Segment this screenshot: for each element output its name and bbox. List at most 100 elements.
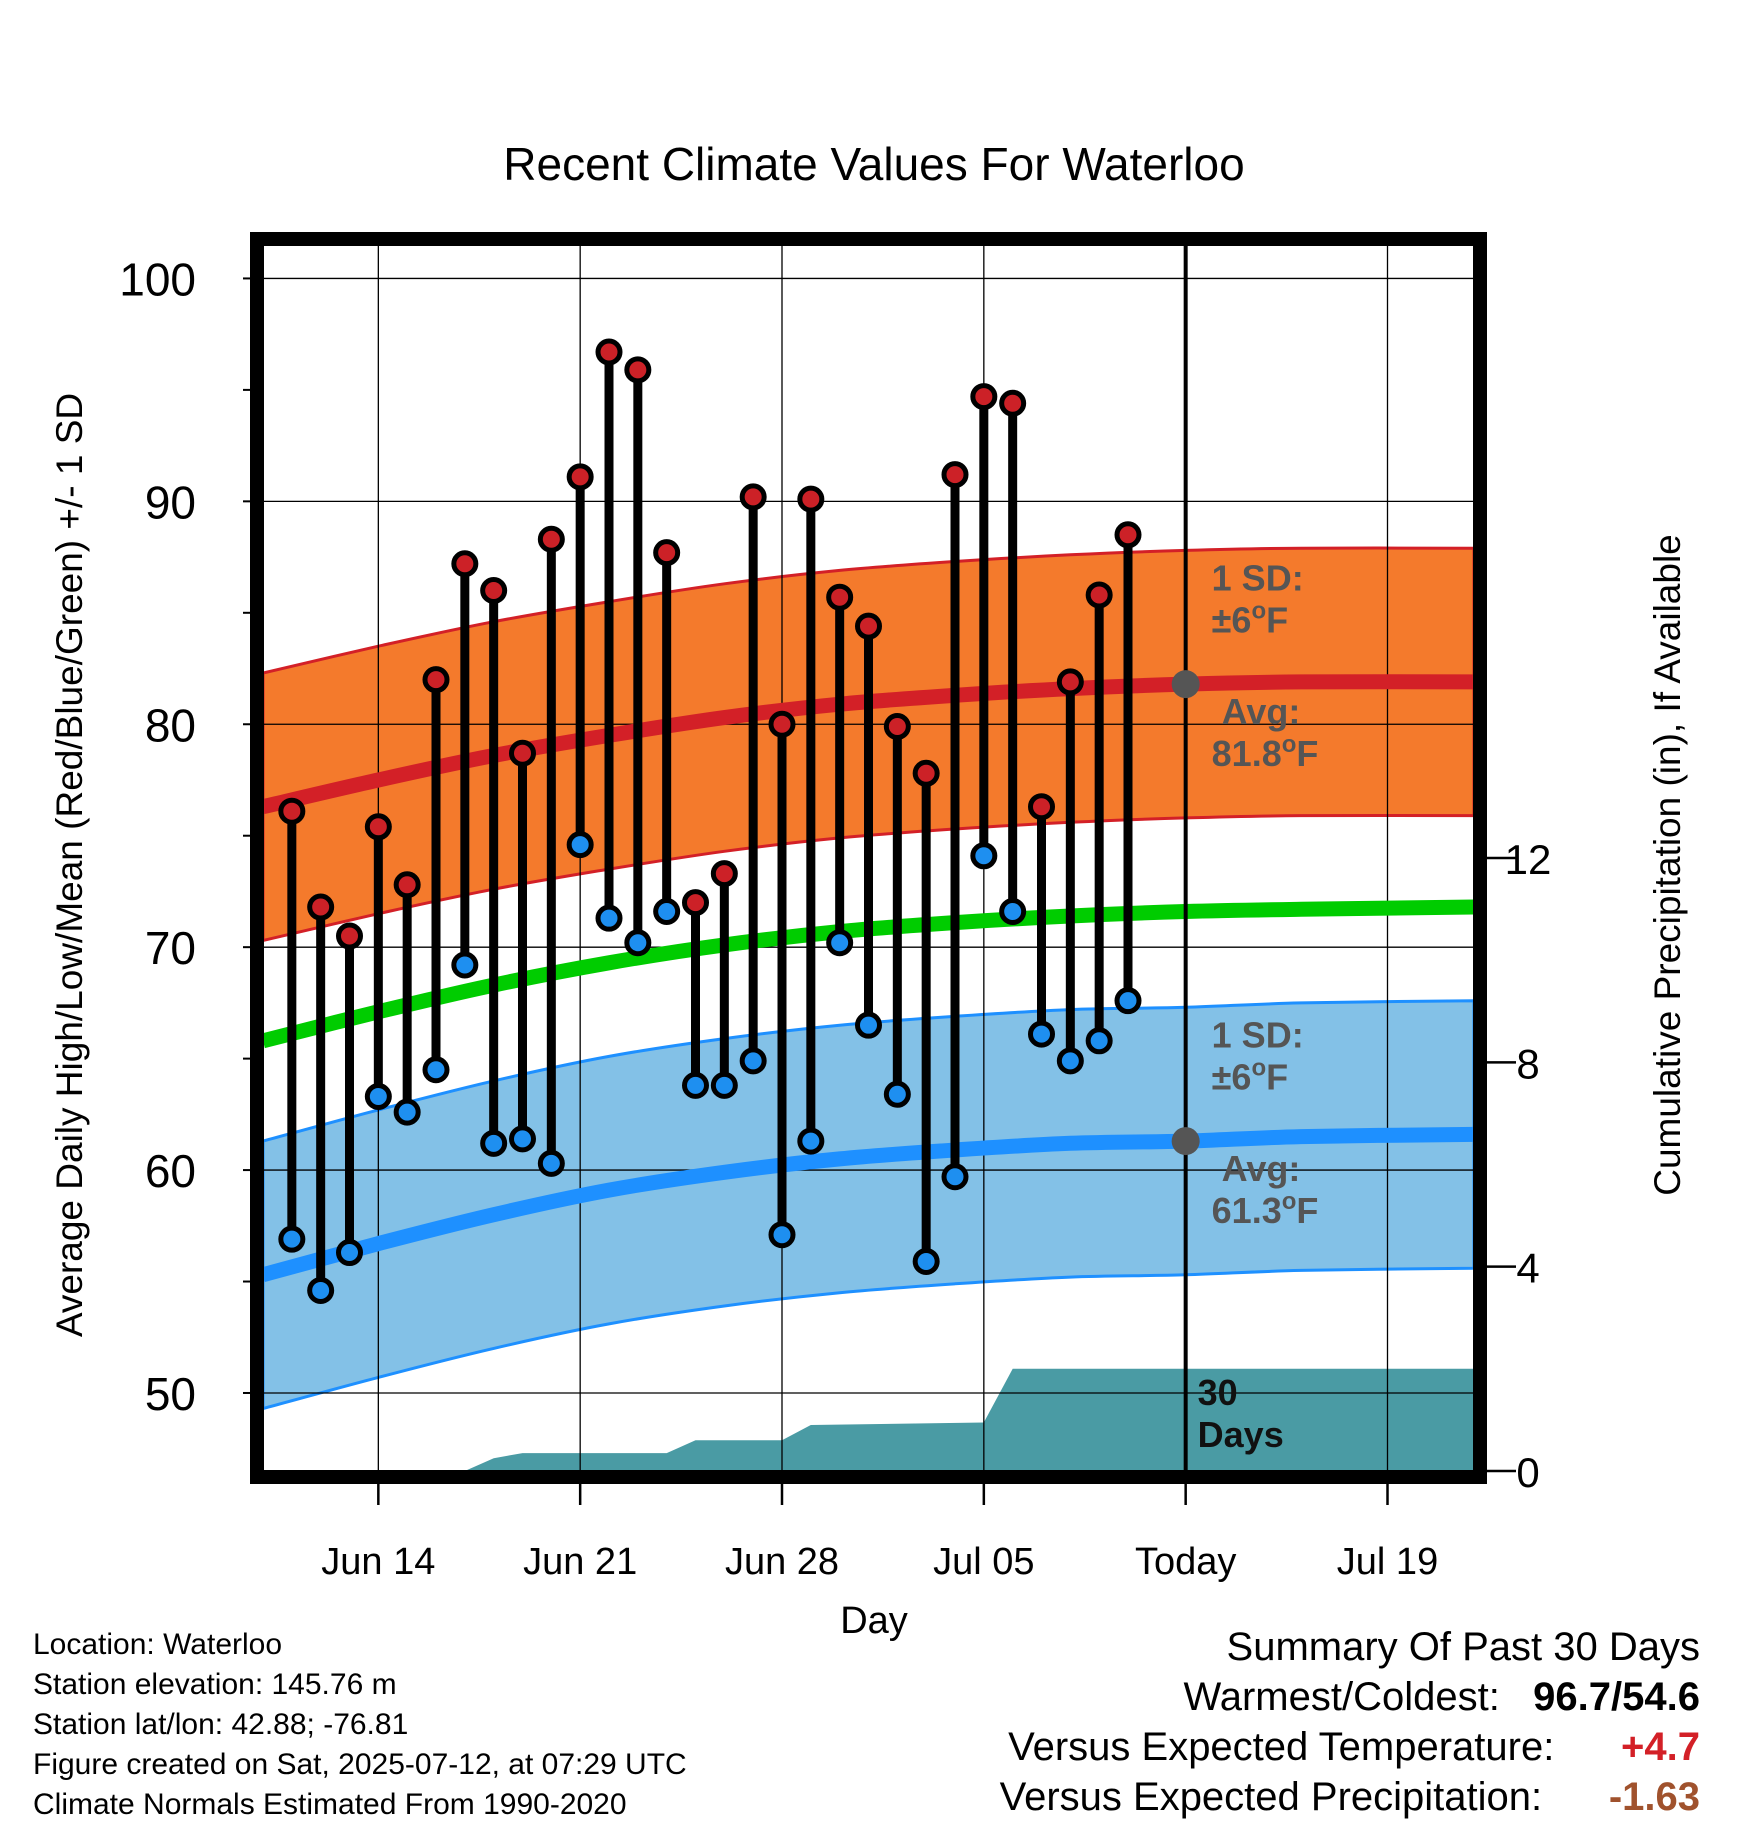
summary-warm-cold-row: Warmest/Coldest: 96.7/54.6: [1000, 1672, 1700, 1722]
daily-high-point: [826, 583, 854, 611]
daily-high-point: [1028, 793, 1055, 821]
daily-low-point: [1114, 987, 1142, 1015]
daily-low-point: [480, 1129, 508, 1157]
daily-low-point: [451, 951, 479, 979]
daily-low-point: [739, 1047, 767, 1075]
daily-high-point: [278, 797, 306, 825]
y-tick-label: 60: [145, 1145, 196, 1197]
daily-high-point: [307, 893, 335, 921]
low-sd-value: ±6oF: [1212, 1054, 1288, 1097]
y-axis-left: 50 60 70 80 90 100: [119, 253, 257, 1420]
daily-high-point: [855, 612, 882, 640]
temp-label: Versus Expected Temperature:: [1008, 1725, 1555, 1769]
daily-high-point: [941, 461, 969, 489]
daily-high-point: [480, 577, 508, 605]
daily-low-point: [855, 1011, 882, 1039]
daily-high-point: [566, 463, 594, 491]
daily-high-point: [797, 485, 825, 513]
daily-high-point: [970, 383, 998, 411]
daily-low-point: [797, 1127, 825, 1155]
x-tick-label: Jun 21: [523, 1541, 637, 1583]
y-tick-label: 70: [145, 922, 196, 974]
daily-high-point: [682, 889, 709, 917]
high-avg-value: 81.8oF: [1212, 731, 1319, 774]
low-avg-value: 61.3oF: [1212, 1188, 1319, 1231]
daily-low-point: [537, 1149, 565, 1177]
x-axis-label: Day: [840, 1600, 908, 1642]
daily-high-point: [768, 710, 796, 738]
x-tick-label: Jun 28: [725, 1541, 839, 1583]
y2-tick-label: 12: [1505, 836, 1552, 883]
temp-value: +4.7: [1621, 1725, 1700, 1769]
y-tick-label: 90: [145, 476, 196, 528]
daily-high-point: [1085, 581, 1113, 609]
station-info: Location: Waterloo Station elevation: 14…: [33, 1625, 687, 1825]
daily-low-point: [883, 1080, 911, 1108]
x-tick-label: Jul 19: [1337, 1541, 1438, 1583]
daily-high-point: [364, 813, 392, 841]
today-high-avg-marker: [1171, 670, 1200, 699]
y-axis-label-right: Cumulative Precipitation (in), If Availa…: [1647, 534, 1688, 1196]
today-low-avg-marker: [1171, 1127, 1200, 1156]
daily-low-point: [278, 1225, 306, 1253]
daily-high-point: [336, 922, 363, 950]
daily-low-point: [653, 897, 681, 925]
precip-label: Versus Expected Precipitation:: [999, 1775, 1543, 1819]
low-temp-sd-band: [263, 999, 1474, 1411]
daily-high-point: [422, 666, 450, 694]
y-axis-label-left: Average Daily High/Low/Mean (Red/Blue/Gr…: [49, 393, 90, 1337]
daily-low-point: [624, 929, 652, 957]
daily-low-point: [826, 929, 854, 957]
chart-title: Recent Climate Values For Waterloo: [503, 138, 1244, 190]
daily-observations: [278, 338, 1142, 1304]
y2-tick-label: 0: [1516, 1449, 1539, 1496]
daily-high-point: [883, 712, 911, 740]
daily-low-point: [422, 1056, 450, 1084]
daily-low-point: [509, 1125, 536, 1153]
daily-high-point: [653, 539, 681, 567]
daily-low-point: [682, 1071, 709, 1099]
x-tick-label: Jun 14: [321, 1541, 435, 1583]
high-avg-label: Avg:: [1222, 691, 1301, 732]
warm-cold-value: 96.7/54.6: [1533, 1675, 1700, 1719]
precip-value: -1.63: [1608, 1775, 1700, 1819]
precip-window-label-1: 30: [1198, 1372, 1238, 1413]
low-avg-line: [263, 1126, 1474, 1283]
daily-high-point: [537, 525, 565, 553]
y2-tick-label: 8: [1516, 1040, 1539, 1087]
daily-high-point: [509, 739, 536, 767]
daily-low-point: [307, 1276, 335, 1304]
daily-low-point: [336, 1239, 363, 1267]
daily-high-point: [710, 860, 738, 888]
precip-window-label-2: Days: [1198, 1414, 1284, 1455]
daily-high-point: [1114, 521, 1142, 549]
x-tick-label: Today: [1135, 1541, 1236, 1583]
daily-low-point: [364, 1083, 392, 1111]
daily-low-point: [1028, 1020, 1055, 1048]
high-sd-value: ±6oF: [1212, 597, 1288, 640]
low-avg-label: Avg:: [1222, 1148, 1301, 1189]
summary-temp-row: Versus Expected Temperature: +4.7: [1000, 1722, 1700, 1772]
created-text: Figure created on Sat, 2025-07-12, at 07…: [33, 1748, 687, 1781]
daily-high-point: [999, 389, 1027, 417]
location-text: Location: Waterloo: [33, 1628, 283, 1661]
daily-low-point: [710, 1071, 738, 1099]
warm-cold-label: Warmest/Coldest:: [1183, 1675, 1500, 1719]
summary-precip-row: Versus Expected Precipitation: -1.63: [1000, 1772, 1700, 1822]
y-tick-label: 80: [145, 699, 196, 751]
y-tick-label: 50: [145, 1368, 196, 1420]
daily-high-point: [624, 356, 652, 384]
summary-title: Summary Of Past 30 Days: [1226, 1625, 1700, 1669]
daily-low-point: [1056, 1047, 1084, 1075]
summary-panel: Summary Of Past 30 Days Warmest/Coldest:…: [1000, 1622, 1700, 1822]
low-sd-label: 1 SD:: [1212, 1014, 1304, 1055]
daily-high-point: [739, 483, 767, 511]
y2-tick-label: 4: [1516, 1245, 1539, 1292]
latlon-text: Station lat/lon: 42.88; -76.81: [33, 1708, 409, 1741]
daily-low-point: [566, 831, 594, 859]
daily-high-point: [451, 550, 479, 578]
cumulative-precip-area: [263, 1368, 1474, 1471]
daily-low-point: [941, 1163, 969, 1191]
y-tick-label: 100: [119, 253, 196, 305]
